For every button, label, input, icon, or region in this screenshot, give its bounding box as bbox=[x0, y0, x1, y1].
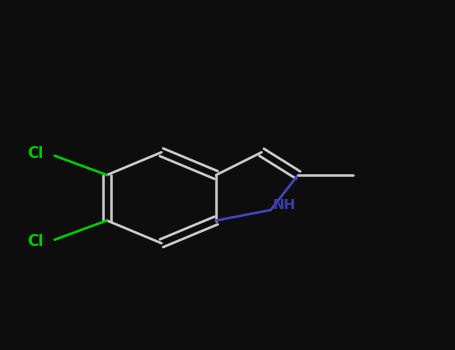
Text: Cl: Cl bbox=[27, 147, 43, 161]
Text: Cl: Cl bbox=[27, 234, 43, 249]
Text: NH: NH bbox=[273, 198, 296, 212]
